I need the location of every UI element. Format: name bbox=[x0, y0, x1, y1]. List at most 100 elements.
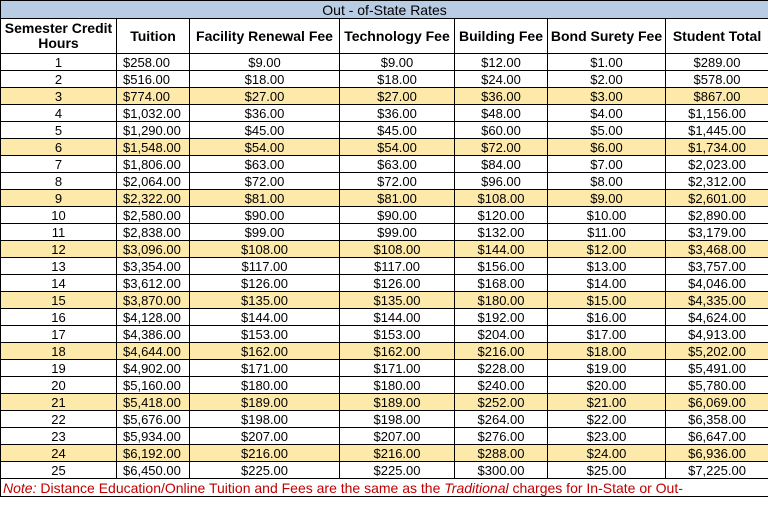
cell-credit-hours: 24 bbox=[0, 444, 117, 462]
cell-facility-renewal-fee: $36.00 bbox=[189, 104, 340, 122]
cell-building-fee: $228.00 bbox=[454, 359, 548, 377]
cell-facility-renewal-fee: $108.00 bbox=[189, 240, 340, 258]
cell-bond-surety-fee: $16.00 bbox=[547, 308, 666, 326]
cell-student-total: $6,069.00 bbox=[664, 393, 768, 411]
cell-credit-hours: 19 bbox=[0, 359, 117, 377]
cell-technology-fee: $45.00 bbox=[339, 121, 455, 139]
cell-credit-hours: 4 bbox=[0, 104, 117, 122]
cell-technology-fee: $72.00 bbox=[339, 172, 455, 190]
cell-student-total: $6,647.00 bbox=[664, 427, 768, 445]
cell-tuition: $1,806.00 bbox=[116, 155, 190, 173]
cell-facility-renewal-fee: $207.00 bbox=[189, 427, 340, 445]
cell-technology-fee: $135.00 bbox=[339, 291, 455, 309]
table-row: 21 $5,418.00 $189.00 $189.00 $252.00 $21.00 $6… bbox=[0, 393, 768, 411]
cell-credit-hours: 13 bbox=[0, 257, 117, 275]
cell-facility-renewal-fee: $171.00 bbox=[189, 359, 340, 377]
cell-tuition: $2,322.00 bbox=[116, 189, 190, 207]
table-row: 11 $2,838.00 $99.00 $99.00 $132.00 $11.00 $3,1… bbox=[0, 223, 768, 241]
cell-building-fee: $288.00 bbox=[454, 444, 548, 462]
cell-student-total: $4,624.00 bbox=[664, 308, 768, 326]
table-row: 4 $1,032.00 $36.00 $36.00 $48.00 $4.00 $1,156.… bbox=[0, 104, 768, 122]
cell-technology-fee: $9.00 bbox=[339, 53, 455, 71]
cell-technology-fee: $27.00 bbox=[339, 87, 455, 105]
cell-building-fee: $72.00 bbox=[454, 138, 548, 156]
cell-facility-renewal-fee: $45.00 bbox=[189, 121, 340, 139]
cell-building-fee: $156.00 bbox=[454, 257, 548, 275]
cell-tuition: $6,192.00 bbox=[116, 444, 190, 462]
cell-bond-surety-fee: $6.00 bbox=[547, 138, 666, 156]
cell-facility-renewal-fee: $99.00 bbox=[189, 223, 340, 241]
table-title: Out - of-State Rates bbox=[0, 0, 768, 19]
cell-student-total: $3,179.00 bbox=[664, 223, 768, 241]
cell-technology-fee: $216.00 bbox=[339, 444, 455, 462]
cell-bond-surety-fee: $3.00 bbox=[547, 87, 666, 105]
table-row: 8 $2,064.00 $72.00 $72.00 $96.00 $8.00 $2,312.… bbox=[0, 172, 768, 190]
table-row: 23 $5,934.00 $207.00 $207.00 $276.00 $23.00 $6… bbox=[0, 427, 768, 445]
cell-bond-surety-fee: $1.00 bbox=[547, 53, 666, 71]
cell-bond-surety-fee: $4.00 bbox=[547, 104, 666, 122]
cell-technology-fee: $54.00 bbox=[339, 138, 455, 156]
cell-credit-hours: 20 bbox=[0, 376, 117, 394]
cell-technology-fee: $117.00 bbox=[339, 257, 455, 275]
cell-student-total: $2,890.00 bbox=[664, 206, 768, 224]
cell-technology-fee: $108.00 bbox=[339, 240, 455, 258]
header-credit-hours: Semester Credit Hours bbox=[0, 18, 117, 54]
cell-credit-hours: 14 bbox=[0, 274, 117, 292]
table-row: 7 $1,806.00 $63.00 $63.00 $84.00 $7.00 $2,023.… bbox=[0, 155, 768, 173]
cell-credit-hours: 11 bbox=[0, 223, 117, 241]
cell-facility-renewal-fee: $162.00 bbox=[189, 342, 340, 360]
cell-facility-renewal-fee: $153.00 bbox=[189, 325, 340, 343]
cell-building-fee: $144.00 bbox=[454, 240, 548, 258]
cell-student-total: $2,312.00 bbox=[664, 172, 768, 190]
cell-credit-hours: 25 bbox=[0, 461, 117, 479]
cell-tuition: $774.00 bbox=[116, 87, 190, 105]
cell-credit-hours: 18 bbox=[0, 342, 117, 360]
cell-student-total: $5,202.00 bbox=[664, 342, 768, 360]
cell-tuition: $516.00 bbox=[116, 70, 190, 88]
cell-facility-renewal-fee: $9.00 bbox=[189, 53, 340, 71]
cell-building-fee: $168.00 bbox=[454, 274, 548, 292]
cell-building-fee: $192.00 bbox=[454, 308, 548, 326]
cell-building-fee: $24.00 bbox=[454, 70, 548, 88]
cell-credit-hours: 22 bbox=[0, 410, 117, 428]
cell-building-fee: $108.00 bbox=[454, 189, 548, 207]
cell-technology-fee: $225.00 bbox=[339, 461, 455, 479]
cell-technology-fee: $153.00 bbox=[339, 325, 455, 343]
cell-student-total: $3,468.00 bbox=[664, 240, 768, 258]
cell-tuition: $4,902.00 bbox=[116, 359, 190, 377]
cell-student-total: $2,023.00 bbox=[664, 155, 768, 173]
cell-facility-renewal-fee: $72.00 bbox=[189, 172, 340, 190]
cell-facility-renewal-fee: $18.00 bbox=[189, 70, 340, 88]
table-body: 1 $258.00 $9.00 $9.00 $12.00 $1.00 $289.00 2 $51… bbox=[0, 53, 768, 479]
cell-technology-fee: $126.00 bbox=[339, 274, 455, 292]
table-row: 3 $774.00 $27.00 $27.00 $36.00 $3.00 $867.00 bbox=[0, 87, 768, 105]
cell-credit-hours: 5 bbox=[0, 121, 117, 139]
table-row: 15 $3,870.00 $135.00 $135.00 $180.00 $15.00 $4… bbox=[0, 291, 768, 309]
cell-facility-renewal-fee: $135.00 bbox=[189, 291, 340, 309]
cell-technology-fee: $90.00 bbox=[339, 206, 455, 224]
cell-bond-surety-fee: $23.00 bbox=[547, 427, 666, 445]
cell-facility-renewal-fee: $90.00 bbox=[189, 206, 340, 224]
cell-student-total: $6,936.00 bbox=[664, 444, 768, 462]
cell-student-total: $867.00 bbox=[664, 87, 768, 105]
cell-credit-hours: 17 bbox=[0, 325, 117, 343]
cell-bond-surety-fee: $13.00 bbox=[547, 257, 666, 275]
cell-facility-renewal-fee: $27.00 bbox=[189, 87, 340, 105]
cell-building-fee: $204.00 bbox=[454, 325, 548, 343]
note-text-2: charges for In-State or Out- bbox=[508, 479, 683, 496]
cell-facility-renewal-fee: $216.00 bbox=[189, 444, 340, 462]
cell-building-fee: $132.00 bbox=[454, 223, 548, 241]
cell-credit-hours: 6 bbox=[0, 138, 117, 156]
table-row: 2 $516.00 $18.00 $18.00 $24.00 $2.00 $578.00 bbox=[0, 70, 768, 88]
cell-bond-surety-fee: $9.00 bbox=[547, 189, 666, 207]
cell-building-fee: $240.00 bbox=[454, 376, 548, 394]
cell-credit-hours: 15 bbox=[0, 291, 117, 309]
cell-technology-fee: $189.00 bbox=[339, 393, 455, 411]
cell-student-total: $289.00 bbox=[664, 53, 768, 71]
table-row: 13 $3,354.00 $117.00 $117.00 $156.00 $13.00 $3… bbox=[0, 257, 768, 275]
cell-tuition: $1,032.00 bbox=[116, 104, 190, 122]
cell-facility-renewal-fee: $54.00 bbox=[189, 138, 340, 156]
table-row: 5 $1,290.00 $45.00 $45.00 $60.00 $5.00 $1,445.… bbox=[0, 121, 768, 139]
cell-student-total: $1,734.00 bbox=[664, 138, 768, 156]
